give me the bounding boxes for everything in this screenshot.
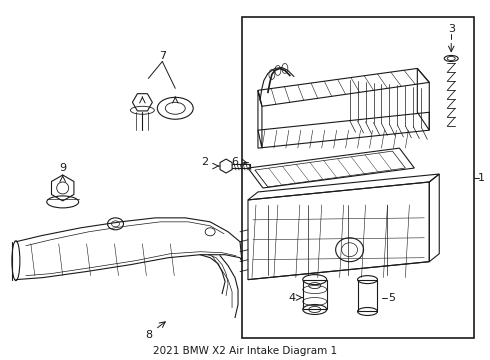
Text: 5: 5	[388, 293, 395, 302]
Text: 6: 6	[232, 157, 239, 167]
Text: 3: 3	[448, 24, 455, 33]
Text: 7: 7	[159, 51, 166, 62]
Text: 8: 8	[145, 330, 152, 341]
Text: 4: 4	[288, 293, 295, 302]
Text: 2021 BMW X2 Air Intake Diagram 1: 2021 BMW X2 Air Intake Diagram 1	[153, 346, 337, 356]
Bar	[242, 17, 474, 338]
Text: 2: 2	[201, 157, 209, 167]
Bar	[358, 280, 377, 311]
Text: 9: 9	[59, 163, 66, 173]
Bar	[303, 280, 327, 310]
Text: 1: 1	[478, 173, 485, 183]
